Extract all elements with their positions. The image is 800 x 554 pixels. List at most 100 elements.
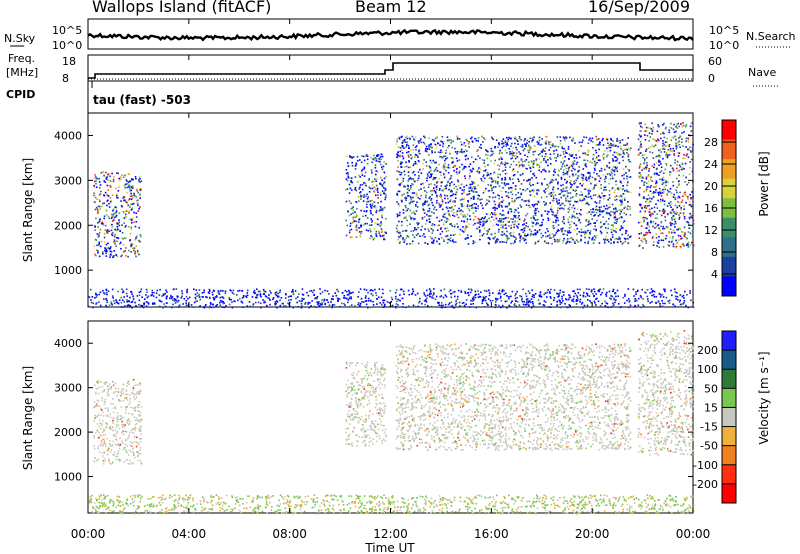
echo-pixel [504,206,507,208]
echo-pixel [396,170,399,172]
echo-pixel [642,176,645,179]
echo-pixel [627,147,630,150]
echo-pixel [94,180,96,183]
echo-pixel [111,223,113,226]
echo-pixel [408,137,411,139]
echo-pixel [577,186,579,188]
echo-pixel [485,187,487,190]
echo-pixel [521,199,523,201]
echo-pixel [441,306,444,309]
echo-pixel [222,301,224,303]
echo-pixel [477,205,479,207]
echo-pixel [614,230,616,232]
echo-pixel [663,181,665,184]
echo-pixel [687,306,690,309]
echo-pixel [592,239,595,241]
echo-pixel [561,220,564,223]
echo-pixel [459,233,461,236]
echo-pixel [372,289,374,292]
echo-pixel [471,188,473,190]
echo-pixel [433,183,436,186]
echo-pixel [575,300,578,302]
echo-pixel [517,207,519,209]
echo-pixel [526,168,528,170]
echo-pixel [347,174,349,176]
echo-pixel [94,253,96,256]
echo-pixel [428,144,430,146]
echo-pixel [603,189,605,191]
echo-pixel [512,160,515,163]
echo-pixel [610,242,612,245]
echo-pixel [539,302,541,305]
echo-pixel [385,232,387,234]
echo-pixel [445,149,448,152]
echo-pixel [510,227,512,229]
echo-pixel [639,187,641,189]
echo-pixel [565,135,567,138]
echo-pixel [113,255,115,257]
echo-pixel [690,151,692,153]
echo-pixel [457,216,460,219]
echo-pixel [602,137,604,140]
echo-pixel [508,298,510,300]
echo-pixel [572,163,574,165]
echo-pixel [662,142,664,145]
echo-pixel [357,159,359,162]
echo-pixel [458,170,461,173]
echo-pixel [513,226,515,229]
echo-pixel [554,171,556,174]
echo-pixel [138,208,140,210]
echo-pixel [547,219,550,221]
echo-pixel [684,162,687,165]
echo-pixel [622,185,624,187]
echo-pixel [380,223,383,225]
echo-pixel [321,302,323,304]
echo-pixel [625,232,627,234]
echo-pixel [566,192,569,195]
echo-pixel [578,219,580,222]
echo-pixel [109,256,111,258]
echo-pixel [352,212,354,214]
echo-pixel [104,250,107,253]
echo-pixel [223,306,226,309]
echo-pixel [609,144,612,146]
echo-pixel [599,226,602,229]
echo-pixel [377,194,379,197]
echo-pixel [125,292,128,295]
echo-pixel [440,185,442,187]
echo-pixel [654,227,656,229]
echo-pixel [113,302,116,305]
echo-pixel [512,231,515,234]
echo-pixel [408,178,410,180]
echo-pixel [374,178,376,180]
echo-pixel [585,136,588,139]
echo-pixel [260,306,262,309]
echo-pixel [626,207,628,209]
echo-pixel [219,301,221,304]
echo-pixel [486,233,488,235]
echo-pixel [410,230,412,233]
echo-pixel [482,175,484,178]
echo-pixel [672,236,674,238]
echo-pixel [608,182,610,185]
echo-pixel [479,231,481,233]
echo-pixel [90,301,93,304]
echo-pixel [543,168,545,171]
echo-pixel [649,190,652,192]
echo-pixel [93,194,95,197]
echo-pixel [616,188,619,190]
echo-pixel [117,237,120,240]
echo-pixel [640,203,642,206]
echo-pixel [617,140,619,143]
echo-pixel [397,190,400,193]
echo-pixel [136,252,139,254]
echo-pixel [408,215,411,217]
echo-pixel [685,137,688,140]
echo-pixel [506,230,508,233]
echo-pixel [371,161,374,164]
echo-pixel [133,192,135,195]
echo-pixel [504,300,507,303]
echo-pixel [614,196,616,198]
echo-pixel [482,207,484,210]
echo-pixel [583,304,586,307]
